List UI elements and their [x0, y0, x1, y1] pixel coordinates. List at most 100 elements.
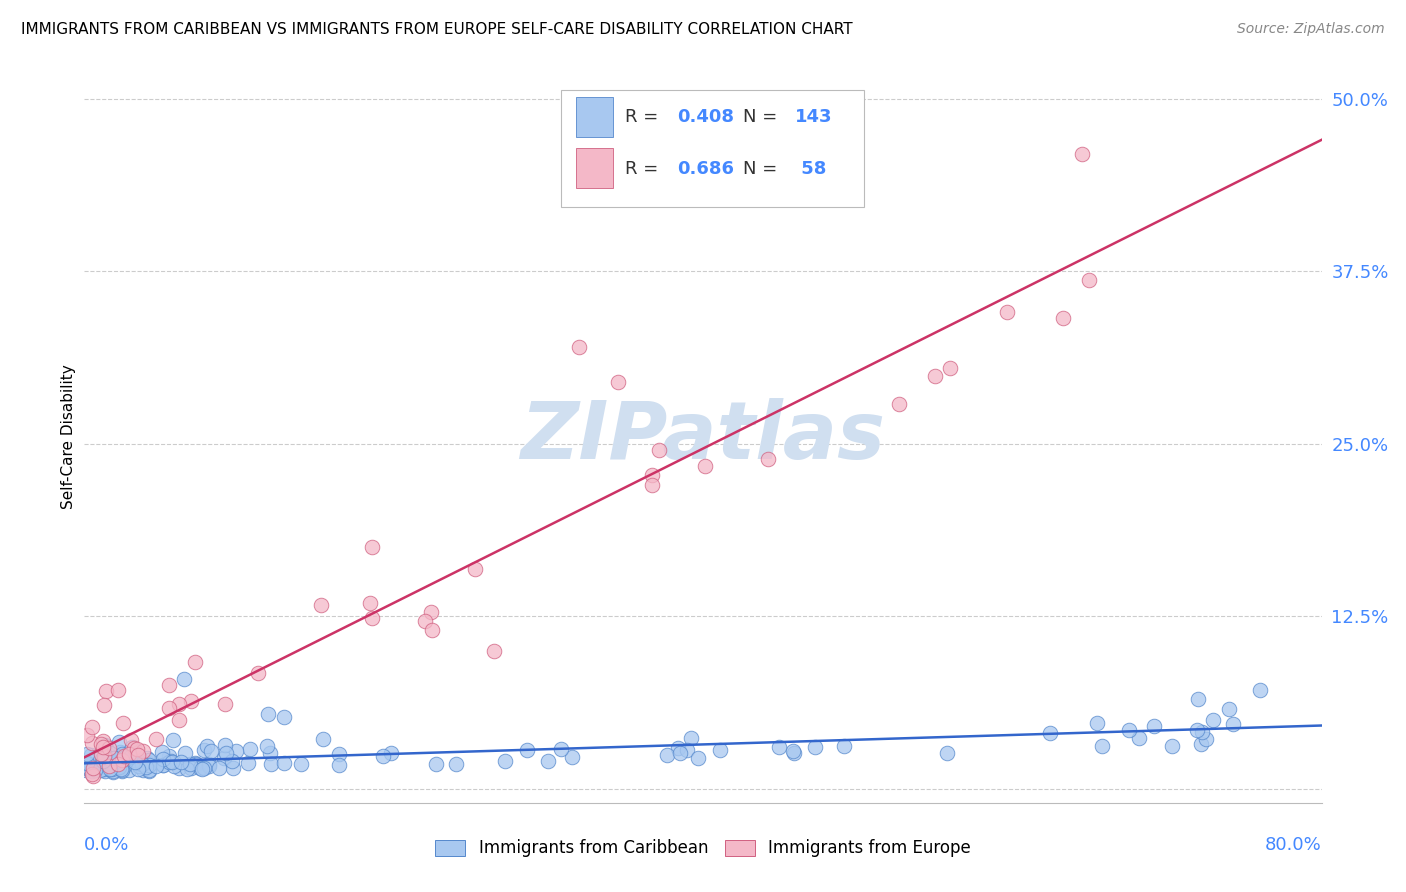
Text: 80.0%: 80.0%	[1265, 836, 1322, 854]
Point	[76, 761, 98, 775]
Point	[131, 764, 153, 778]
Point	[93, 762, 115, 776]
Point	[91, 752, 114, 766]
Point	[561, 750, 583, 764]
Point	[75, 763, 97, 777]
Point	[180, 694, 202, 708]
Point	[679, 731, 702, 745]
Point	[997, 305, 1019, 319]
Point	[128, 759, 150, 773]
Point	[101, 762, 124, 776]
Point	[118, 747, 141, 761]
Point	[94, 747, 117, 762]
Point	[121, 740, 143, 755]
Point	[176, 762, 198, 776]
Point	[550, 741, 572, 756]
Point	[90, 737, 112, 751]
Point	[887, 397, 910, 411]
Text: 58: 58	[794, 160, 825, 178]
Point	[328, 747, 350, 761]
Point	[214, 697, 236, 711]
Point	[655, 747, 678, 762]
Point	[380, 747, 402, 761]
Point	[1039, 726, 1062, 740]
Point	[107, 682, 129, 697]
Point	[152, 758, 174, 772]
Point	[1222, 716, 1244, 731]
Point	[170, 755, 193, 769]
Point	[935, 746, 957, 760]
Point	[80, 736, 103, 750]
Point	[413, 615, 436, 629]
Point	[236, 756, 259, 770]
Point	[1185, 723, 1208, 737]
Point	[120, 750, 142, 764]
Point	[215, 747, 238, 761]
Point	[138, 758, 160, 772]
Point	[371, 748, 394, 763]
Point	[1091, 739, 1114, 753]
Point	[1128, 731, 1150, 746]
Point	[96, 757, 118, 772]
Point	[111, 764, 134, 778]
Point	[695, 458, 717, 473]
Point	[516, 743, 538, 757]
Point	[101, 764, 124, 779]
Point	[1071, 147, 1094, 161]
Point	[420, 606, 443, 620]
Point	[425, 756, 447, 771]
Point	[167, 762, 190, 776]
Point	[107, 756, 129, 771]
FancyBboxPatch shape	[575, 148, 613, 188]
Point	[131, 757, 153, 772]
Point	[1052, 310, 1074, 325]
FancyBboxPatch shape	[561, 90, 863, 207]
Point	[179, 757, 201, 772]
Point	[107, 760, 129, 774]
Point	[804, 739, 827, 754]
Point	[174, 746, 197, 760]
Point	[80, 764, 103, 779]
Point	[80, 748, 103, 763]
Point	[939, 361, 962, 376]
Y-axis label: Self-Care Disability: Self-Care Disability	[60, 365, 76, 509]
Text: N =: N =	[742, 160, 783, 178]
Point	[93, 748, 115, 763]
Point	[124, 753, 146, 767]
Point	[214, 739, 236, 753]
Point	[208, 760, 231, 774]
Point	[103, 751, 125, 765]
Point	[1218, 702, 1240, 716]
Point	[111, 753, 134, 767]
Point	[136, 751, 159, 765]
Text: 0.0%: 0.0%	[84, 836, 129, 854]
Point	[111, 716, 134, 731]
Point	[120, 733, 142, 747]
Point	[446, 757, 468, 772]
Point	[76, 728, 98, 742]
Point	[257, 707, 280, 722]
Point	[76, 756, 98, 771]
Point	[77, 762, 100, 776]
Point	[97, 759, 120, 773]
Point	[107, 751, 129, 765]
Point	[260, 756, 283, 771]
Point	[124, 755, 146, 769]
Point	[1143, 719, 1166, 733]
Point	[309, 598, 332, 612]
Point	[193, 761, 215, 775]
Point	[756, 452, 779, 467]
Point	[145, 759, 167, 773]
Point	[76, 747, 98, 761]
Point	[80, 720, 103, 734]
Point	[768, 740, 790, 755]
Point	[1118, 723, 1140, 737]
Point	[1202, 713, 1225, 727]
Text: R =: R =	[626, 109, 664, 127]
Point	[256, 739, 278, 753]
Point	[98, 741, 121, 756]
Point	[108, 745, 131, 759]
Point	[118, 763, 141, 777]
Point	[76, 756, 98, 770]
Point	[669, 746, 692, 760]
